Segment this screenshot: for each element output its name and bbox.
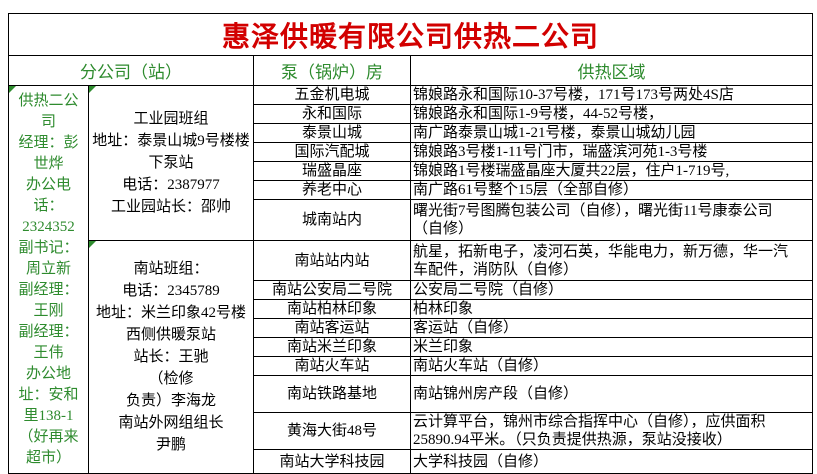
heating-area-cell: 公安局二号院（自修） — [409, 280, 814, 300]
station-info-south-station: 南站班组： 电话：2345789 地址：米兰印象42号楼 西侧供暖泵站 站长：王… — [88, 240, 254, 474]
table-row: 南站铁路基地 南站锦州房产段（自修） — [9, 375, 814, 413]
table-row: 南站公安局二号院 公安局二号院（自修） — [9, 280, 814, 300]
pump-house-cell: 南站柏林印象 — [253, 299, 411, 319]
heating-area-cell: 南站锦州房产段（自修） — [409, 375, 814, 413]
heating-area-cell: 南广路泰景山城1-21号楼，泰景山城幼儿园 — [409, 123, 814, 143]
document-sheet: 惠泽供暖有限公司供热二公司 分公司（站） 泵（锅炉）房 供热区域 供热二公 司 … — [7, 13, 817, 474]
table-row: 供热二公 司 经理：彭 世烨 办公电 话： 2324352 副书记： 周立新 副… — [8, 85, 814, 474]
table-row: 南站班组： 电话：2345789 地址：米兰印象42号楼 西侧供暖泵站 站长：王… — [9, 240, 814, 474]
heating-area-cell: 客运站（自修） — [409, 318, 814, 338]
column-header-branch: 分公司（站） — [8, 55, 254, 86]
heating-area-cell: 锦娘路永和国际1-9号楼，44-52号楼， — [409, 104, 814, 124]
pump-house-cell: 黄海大街48号 — [253, 412, 411, 450]
heating-area-cell: 锦娘路永和国际10-37号楼，171号173号两处4S店 — [409, 85, 814, 105]
pump-house-cell: 瑞盛晶座 — [253, 161, 411, 181]
pump-house-cell: 永和国际 — [253, 104, 411, 124]
pump-house-cell: 南站公安局二号院 — [253, 280, 411, 300]
heating-area-cell: 大学科技园（自修） — [409, 449, 814, 474]
table-row: 南站客运站 客运站（自修） — [9, 318, 814, 338]
pump-house-cell: 南站客运站 — [253, 318, 411, 338]
table-row: 城南站内 曙光街7号图腾包装公司（自修），曙光街11号康泰公司 （自修） — [9, 199, 814, 241]
heating-area-cell: 米兰印象 — [409, 337, 814, 357]
heating-area-cell: 云计算平台，锦州市综合指挥中心（自修），应供面积 25890.94平米。（只负责… — [409, 412, 814, 450]
table-row: 养老中心 南广路61号整个15层（全部自修） — [9, 180, 814, 200]
pump-house-cell: 国际汽配城 — [253, 142, 411, 162]
station-info-industrial-park: 工业园班组 地址：泰景山城9号楼楼 下泵站 电话：2387977 工业园站长：邵… — [88, 85, 254, 241]
table-row: 泰景山城 南广路泰景山城1-21号楼，泰景山城幼儿园 — [9, 123, 814, 143]
pump-house-cell: 泰景山城 — [253, 123, 411, 143]
table-row: 南站柏林印象 柏林印象 — [9, 299, 814, 319]
title-row: 惠泽供暖有限公司供热二公司 — [7, 13, 814, 56]
pump-house-cell: 南站站内站 — [253, 240, 411, 281]
heating-area-cell: 南广路61号整个15层（全部自修） — [409, 180, 814, 200]
heating-area-cell: 锦娘路1号楼瑞盛晶座大厦共22层，住户1-719号, — [409, 161, 814, 181]
table-row: 黄海大街48号 云计算平台，锦州市综合指挥中心（自修），应供面积 25890.9… — [9, 412, 814, 450]
pump-house-cell: 南站米兰印象 — [253, 337, 411, 357]
pump-house-cell: 五金机电城 — [253, 85, 411, 105]
company-info-cell: 供热二公 司 经理：彭 世烨 办公电 话： 2324352 副书记： 周立新 副… — [8, 85, 89, 474]
heating-area-cell: 曙光街7号图腾包装公司（自修），曙光街11号康泰公司 （自修） — [409, 199, 814, 241]
pump-house-cell: 养老中心 — [253, 180, 411, 200]
table-row: 南站米兰印象 米兰印象 — [9, 337, 814, 357]
header-row: 分公司（站） 泵（锅炉）房 供热区域 — [8, 55, 814, 86]
pump-house-cell: 城南站内 — [253, 199, 411, 241]
pump-house-cell: 南站火车站 — [253, 356, 411, 376]
heating-area-cell: 柏林印象 — [409, 299, 814, 319]
table-row: 国际汽配城 锦娘路3号楼1-11号门市，瑞盛滨河苑1-3号楼 — [9, 142, 814, 162]
pump-house-cell: 南站铁路基地 — [253, 375, 411, 413]
page-title: 惠泽供暖有限公司供热二公司 — [7, 13, 814, 56]
heating-area-cell: 锦娘路3号楼1-11号门市，瑞盛滨河苑1-3号楼 — [409, 142, 814, 162]
column-header-pump: 泵（锅炉）房 — [253, 55, 411, 86]
pump-house-cell: 南站大学科技园 — [253, 449, 411, 474]
heating-area-cell: 航星，拓新电子，凌河石英，华能电力，新万德，华一汽 车配件，消防队（自修） — [409, 240, 814, 281]
heating-table: 惠泽供暖有限公司供热二公司 分公司（站） 泵（锅炉）房 供热区域 供热二公 司 … — [7, 13, 814, 474]
heating-area-cell: 南站火车站（自修） — [409, 356, 814, 376]
column-header-area: 供热区域 — [409, 55, 814, 86]
